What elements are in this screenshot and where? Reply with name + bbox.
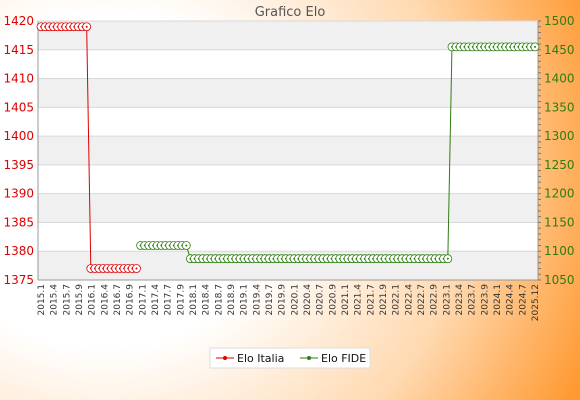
x-tick-label: 2015.7 [62,284,72,316]
chart-title: Grafico Elo [255,5,326,20]
legend-label-elo-fide: Elo FIDE [321,352,366,365]
x-tick-label: 2021.9 [379,284,389,316]
x-tick-label: 2018.7 [214,284,224,316]
data-point-dot-elo-italia [135,267,138,270]
left-tick-label: 1400 [3,129,34,143]
left-tick-label: 1410 [3,72,34,86]
legend-label-elo-italia: Elo Italia [237,352,284,365]
right-tick-label: 1300 [544,129,575,143]
x-tick-label: 2019.4 [252,284,262,316]
x-tick-label: 2017.4 [151,284,161,316]
x-tick-label: 2016.1 [88,284,98,316]
legend-marker-elo-italia [223,356,227,360]
left-tick-label: 1395 [3,158,34,172]
data-point-dot-elo-italia [85,25,88,28]
left-tick-label: 1420 [3,14,34,28]
x-tick-label: 2024.7 [518,284,528,316]
data-point-dot-elo-fide [446,257,449,260]
left-tick-label: 1405 [3,100,34,114]
legend-marker-elo-fide [307,356,311,360]
left-tick-label: 1375 [3,273,34,287]
data-point-dot-elo-fide [534,45,536,48]
grid-lines [38,20,538,281]
x-tick-label: 2018.4 [202,284,212,316]
x-tick-label: 2023.1 [442,284,452,316]
x-tick-label: 2015.9 [75,284,85,316]
x-tick-label: 2018.1 [189,284,199,316]
x-tick-label: 2020.9 [328,284,338,316]
grid-band [38,136,538,165]
x-tick-label: 2019.7 [265,284,275,316]
series-group [36,22,540,273]
x-tick-label: 2023.7 [468,284,478,316]
x-tick-label: 2016.4 [100,284,110,316]
right-tick-label: 1400 [544,72,575,86]
x-axis-ticks: 2015.1 2015.4 2015.7 2015.9 2016.1 2016.4 2016… [37,284,541,321]
x-tick-label: 2019.1 [240,284,250,316]
x-tick-label: 2021.4 [354,284,364,316]
right-tick-label: 1500 [544,14,575,28]
x-tick-label: 2022.4 [404,284,414,316]
x-tick-label: 2020.7 [316,284,326,316]
right-axis-ticks: 1050 1100 1150 1200 1250 1300 1350 1400 1450 1500 [538,14,575,287]
x-tick-label: 2020.4 [303,284,313,316]
x-tick-label: 2019.9 [278,284,288,316]
x-tick-label: 2022.1 [392,284,402,316]
right-tick-label: 1050 [544,273,575,287]
legend: Elo Italia Elo FIDE [209,347,371,369]
left-axis-ticks: 1375 1380 1385 1390 1395 1400 1405 1410 1415 1420 [3,14,34,287]
data-point-dot-elo-fide [185,244,188,247]
x-tick-label: 2017.1 [138,284,148,316]
x-tick-label: 2015.1 [37,284,47,316]
x-tick-label: 2021.7 [366,284,376,316]
plot-background [38,21,538,280]
left-tick-label: 1385 [3,215,34,229]
x-tick-label: 2022.9 [430,284,440,316]
x-tick-label: 2023.9 [480,284,490,316]
x-tick-label: 2024.1 [493,284,503,316]
x-tick-label: 2016.7 [113,284,123,316]
x-tick-label: 2015.4 [50,284,60,316]
x-tick-label: 2024.4 [506,284,516,316]
x-tick-label: 2025.12 [531,284,541,321]
x-tick-label: 2022.7 [417,284,427,316]
axes [37,21,539,281]
grid-band [38,78,538,108]
right-tick-label: 1350 [544,100,575,114]
x-tick-label: 2017.7 [164,284,174,316]
right-tick-label: 1450 [544,43,575,57]
right-tick-label: 1100 [544,244,575,258]
x-tick-label: 2021.1 [341,284,351,316]
right-tick-label: 1150 [544,215,575,229]
left-tick-label: 1415 [3,43,34,57]
x-tick-label: 2023.4 [455,284,465,316]
x-tick-label: 2020.1 [290,284,300,316]
right-tick-label: 1200 [544,187,575,201]
series-elo-italia [36,22,141,273]
left-tick-label: 1390 [3,187,34,201]
series-elo-fide [136,42,540,264]
x-tick-label: 2018.9 [227,284,237,316]
grid-band [38,193,538,223]
x-tick-label: 2017.9 [176,284,186,316]
x-tick-label: 2016.9 [126,284,136,316]
legend-box [209,347,371,369]
right-tick-label: 1250 [544,158,575,172]
left-tick-label: 1380 [3,244,34,258]
